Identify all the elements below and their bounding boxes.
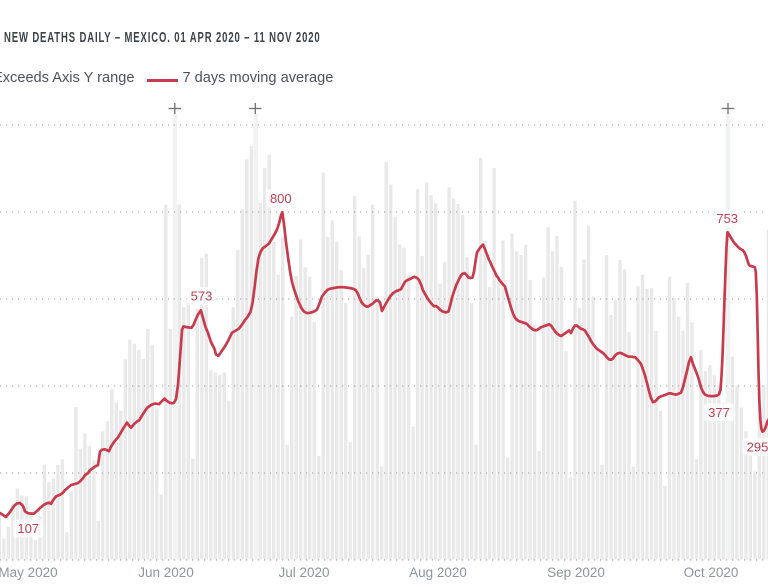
svg-text:Oct 2020: Oct 2020	[684, 565, 739, 580]
svg-text:Jun 2020: Jun 2020	[138, 565, 194, 580]
svg-text:107: 107	[17, 521, 39, 536]
svg-text:Jul 2020: Jul 2020	[278, 565, 329, 580]
svg-text:May 2020: May 2020	[0, 565, 58, 580]
svg-text:800: 800	[270, 191, 292, 206]
svg-text:295: 295	[747, 440, 768, 455]
svg-text:Aug 2020: Aug 2020	[409, 565, 467, 580]
svg-text:573: 573	[191, 289, 213, 304]
svg-text:753: 753	[716, 211, 738, 226]
svg-text:Sep 2020: Sep 2020	[547, 565, 605, 580]
svg-text:377: 377	[708, 405, 730, 420]
